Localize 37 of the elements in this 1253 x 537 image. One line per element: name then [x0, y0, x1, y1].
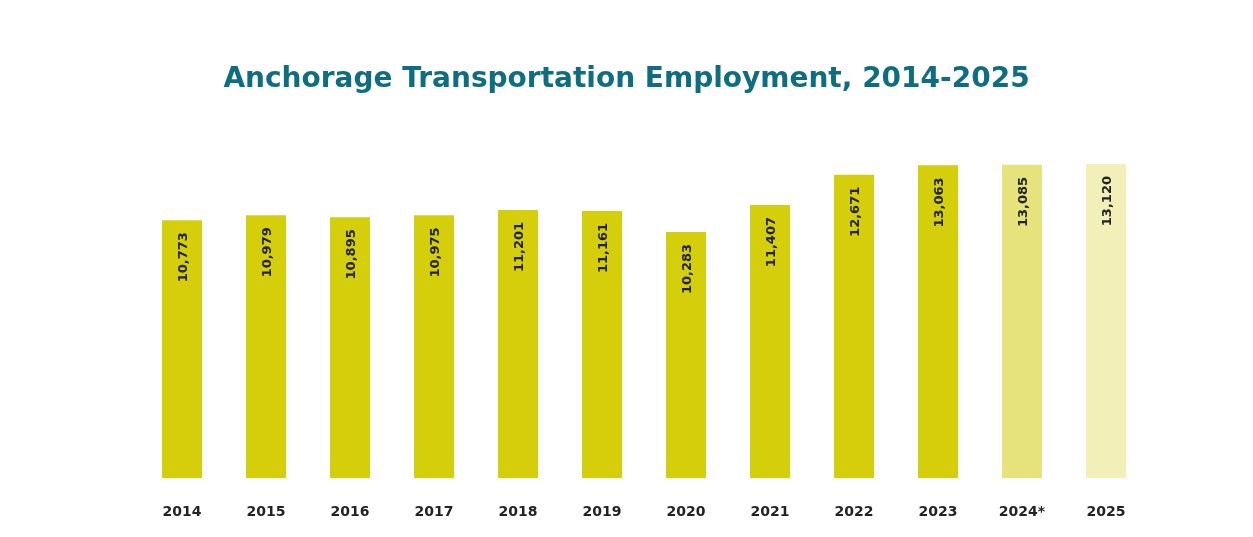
- x-tick-label: 2019: [582, 503, 622, 519]
- bar: [246, 215, 286, 478]
- bar: [582, 210, 622, 478]
- data-label: 13,085: [1014, 176, 1030, 228]
- bar: [414, 215, 454, 478]
- x-tick-label: 2023: [918, 503, 958, 519]
- x-tick-label: 2018: [498, 503, 538, 519]
- bar: [834, 174, 874, 478]
- bar: [750, 205, 790, 478]
- bar: [498, 209, 538, 478]
- bar: [918, 165, 958, 478]
- data-label: 13,063: [930, 177, 946, 228]
- x-tick-label: 2016: [330, 503, 370, 519]
- x-tick-label: 2025: [1086, 503, 1126, 519]
- bar: [330, 217, 370, 478]
- data-label: 12,671: [846, 186, 862, 237]
- data-label: 10,975: [426, 227, 442, 278]
- bar: [162, 220, 202, 478]
- x-tick-label: 2024*: [998, 503, 1046, 519]
- x-tick-label: 2020: [666, 503, 706, 519]
- x-tick-label: 2014: [162, 503, 202, 519]
- x-tick-label: 2021: [750, 503, 790, 519]
- x-tick-label: 2015: [246, 503, 286, 519]
- x-tick-label: 2022: [834, 503, 874, 519]
- data-label: 11,161: [594, 222, 610, 274]
- data-label: 10,895: [342, 229, 358, 280]
- data-label: 13,120: [1098, 176, 1114, 227]
- bar: [1002, 164, 1042, 478]
- chart-title: Anchorage Transportation Employment, 2014-2025: [223, 60, 1030, 94]
- data-label: 10,979: [258, 227, 274, 278]
- x-tick-label: 2017: [414, 503, 454, 519]
- bar: [666, 231, 706, 478]
- data-label: 11,407: [762, 217, 778, 268]
- data-label: 10,283: [678, 243, 694, 295]
- data-label: 10,773: [174, 232, 190, 283]
- bar: [1086, 164, 1126, 478]
- data-label: 11,201: [510, 221, 526, 273]
